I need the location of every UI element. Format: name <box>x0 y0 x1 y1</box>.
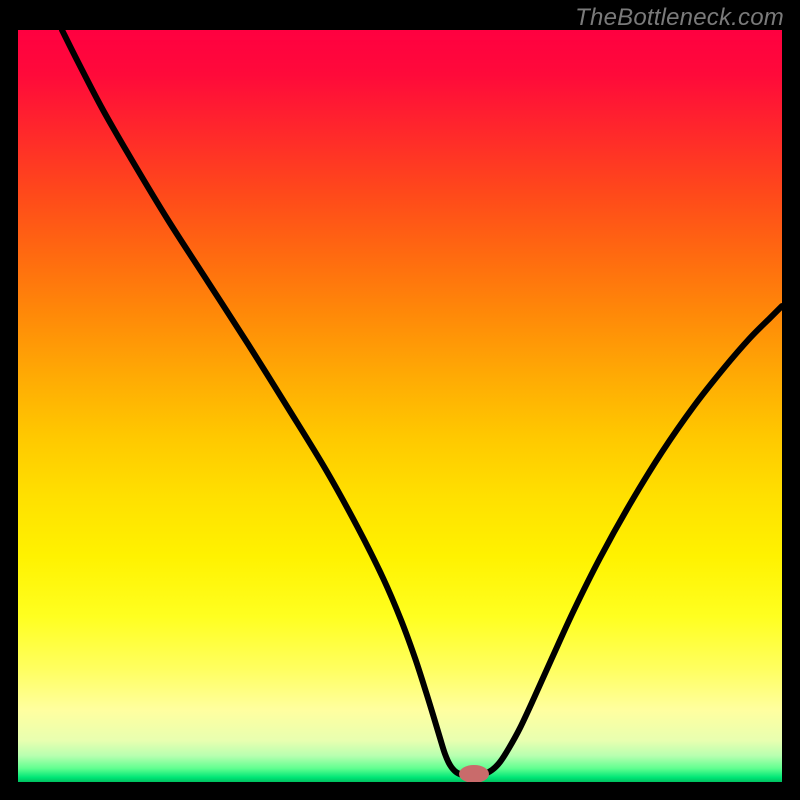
watermark-text: TheBottleneck.com <box>575 4 784 32</box>
gradient-background <box>18 30 782 782</box>
plot-frame <box>18 30 782 782</box>
